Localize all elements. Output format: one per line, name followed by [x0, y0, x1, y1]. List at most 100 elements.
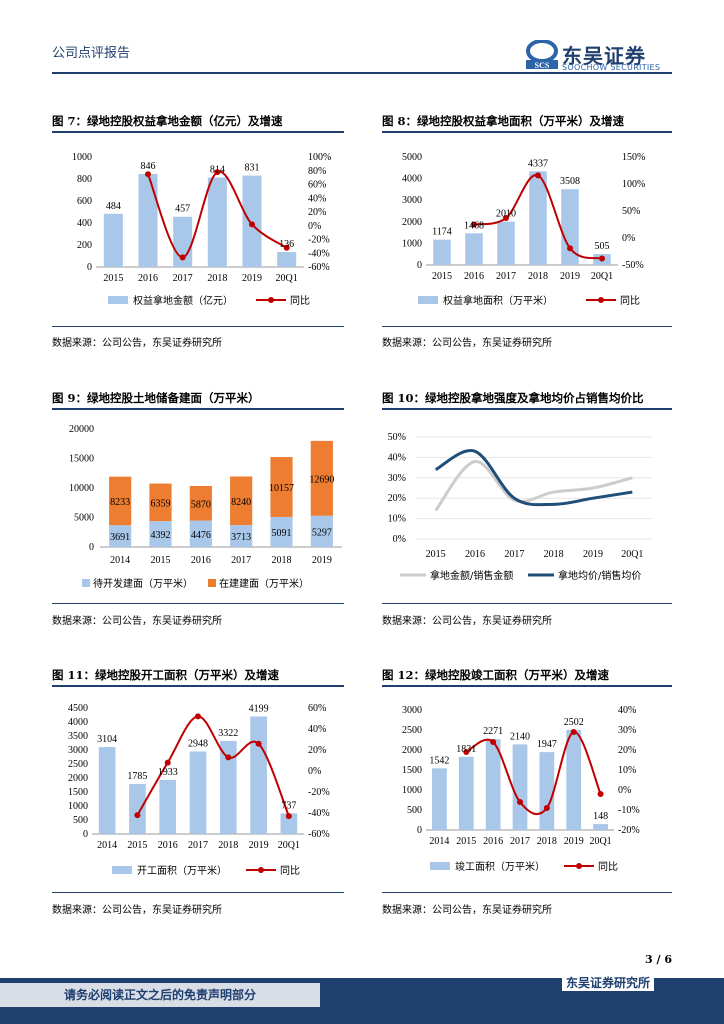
- legend-swatch-bar: [430, 862, 450, 870]
- data-label-under-construction: 5870: [191, 499, 211, 510]
- legend-swatch-marker: [268, 297, 274, 303]
- bar: [561, 189, 579, 265]
- data-label: 505: [595, 241, 610, 252]
- bar: [458, 756, 474, 830]
- footer-institute: 东吴证券研究所: [561, 974, 654, 991]
- x-tick-label: 2016: [191, 555, 211, 566]
- x-tick-label: 2016: [465, 549, 485, 560]
- data-label-undeveloped: 5091: [272, 528, 292, 539]
- figure-8-source: 数据来源：公司公告，东吴证券研究所: [382, 338, 552, 349]
- chart-legend: 拿地金额/销售金额 拿地均价/销售均价: [400, 569, 641, 582]
- figure-7-chart: 0 200 400 600 800 1000 -60% -40% -20% 0% 20% 40% 60%…: [72, 152, 331, 307]
- bar: [497, 221, 515, 265]
- yoy-point: [225, 754, 232, 761]
- x-tick-label: 2017: [496, 271, 516, 282]
- yoy-point: [164, 759, 171, 766]
- y-tick-label: 0: [417, 260, 422, 271]
- figure-11-source: 数据来源：公司公告，东吴证券研究所: [52, 905, 222, 916]
- bar-undeveloped: [270, 516, 293, 547]
- y-tick-label: 5000: [74, 513, 94, 524]
- x-tick-label: 2015: [103, 273, 123, 284]
- y-tick-label: 3500: [68, 731, 88, 742]
- bar: [432, 768, 447, 830]
- data-label: 484: [106, 201, 121, 212]
- legend-label-bar: 开工面积（万平米）: [137, 864, 227, 877]
- y-tick-label: 2000: [402, 217, 422, 228]
- y-tick-label: 0: [89, 542, 94, 553]
- y-tick-label: 500: [407, 805, 422, 816]
- legend-label-line: 同比: [620, 295, 640, 307]
- series-line: [434, 459, 633, 512]
- chart-legend: 开工面积（万平米） 同比: [112, 864, 300, 877]
- x-tick-label: 2015: [127, 840, 147, 851]
- data-label-undeveloped: 5297: [312, 527, 332, 538]
- figure-7-source: 数据来源：公司公告，东吴证券研究所: [52, 338, 222, 349]
- y-tick-label: 4000: [68, 717, 88, 728]
- bar: [539, 752, 555, 830]
- data-label: 1785: [127, 771, 147, 782]
- yoy-line: [136, 715, 290, 817]
- y2-tick-label: 20%: [618, 745, 636, 756]
- data-label-under-construction: 8240: [231, 497, 251, 508]
- data-label-under-construction: 8233: [110, 497, 130, 508]
- legend-swatch-undeveloped: [82, 579, 90, 587]
- report-type: 公司点评报告: [52, 46, 131, 61]
- y-tick-label: 4000: [402, 174, 422, 185]
- y-tick-label: 200: [77, 240, 92, 251]
- x-tick-label: 2018: [544, 549, 564, 560]
- data-label: 2948: [188, 738, 208, 749]
- bar: [593, 824, 608, 830]
- data-label-undeveloped: 3713: [231, 532, 251, 543]
- yoy-point: [535, 172, 541, 179]
- x-tick-label: 2019: [249, 840, 269, 851]
- figure-8-rule-bottom: [382, 326, 672, 327]
- logo-abbr: SCS: [535, 61, 550, 70]
- y2-tick-label: 100%: [308, 152, 331, 163]
- figure-9-rule: [52, 408, 344, 410]
- legend-swatch-bar: [112, 866, 132, 874]
- data-label: 3508: [560, 176, 580, 187]
- y-tick-label: 3000: [68, 745, 88, 756]
- y-tick-label: 30%: [388, 473, 406, 484]
- figure-8-rule: [382, 131, 672, 133]
- legend-label-line: 同比: [598, 861, 618, 873]
- yoy-point: [283, 244, 290, 251]
- yoy-line: [147, 171, 288, 259]
- bar: [242, 175, 262, 267]
- yoy-point: [543, 805, 550, 811]
- data-label: 3322: [218, 728, 238, 739]
- yoy-point: [255, 740, 262, 747]
- x-tick-label: 2018: [537, 836, 557, 847]
- y-tick-label: 5000: [402, 152, 422, 163]
- figure-8-title: 图 8：绿地控股权益拿地面积（万平米）及增速: [382, 114, 625, 128]
- figure-12-source: 数据来源：公司公告，东吴证券研究所: [382, 905, 552, 916]
- yoy-point: [517, 799, 523, 805]
- y-tick-label: 40%: [388, 452, 406, 463]
- y-tick-label: 0: [417, 825, 422, 836]
- x-tick-label: 2014: [429, 836, 449, 847]
- y2-tick-label: 60%: [308, 180, 326, 191]
- y-tick-label: 1500: [402, 765, 422, 776]
- y-tick-label: 1000: [68, 801, 88, 812]
- bar: [566, 729, 582, 830]
- y2-tick-label: -10%: [618, 805, 640, 816]
- yoy-point: [503, 215, 509, 222]
- y2-tick-label: 50%: [622, 206, 640, 217]
- bar: [219, 740, 237, 834]
- figure-11-title: 图 11：绿地控股开工面积（万平米）及增速: [52, 668, 280, 682]
- y2-tick-label: 10%: [618, 765, 636, 776]
- yoy-point: [471, 221, 477, 228]
- legend-swatch-marker: [258, 867, 264, 873]
- y2-tick-label: -50%: [622, 260, 644, 271]
- y2-tick-label: -60%: [308, 829, 330, 840]
- figure-7-rule-bottom: [52, 326, 344, 327]
- figure-10-rule-bottom: [382, 603, 672, 604]
- figure-8-chart: 0 1000 2000 3000 4000 5000 -50% 0% 50% 100% 150% 20…: [402, 152, 645, 307]
- footer-disclaimer: 请务必阅读正文之后的免责声明部分: [64, 988, 257, 1002]
- legend-label-bar: 权益拿地金额（亿元）: [133, 294, 233, 307]
- bar-under-construction: [270, 457, 293, 517]
- header-rule: [52, 72, 672, 74]
- figure-12-rule: [382, 685, 672, 687]
- y-tick-label: 0%: [393, 534, 406, 545]
- bar: [280, 813, 298, 834]
